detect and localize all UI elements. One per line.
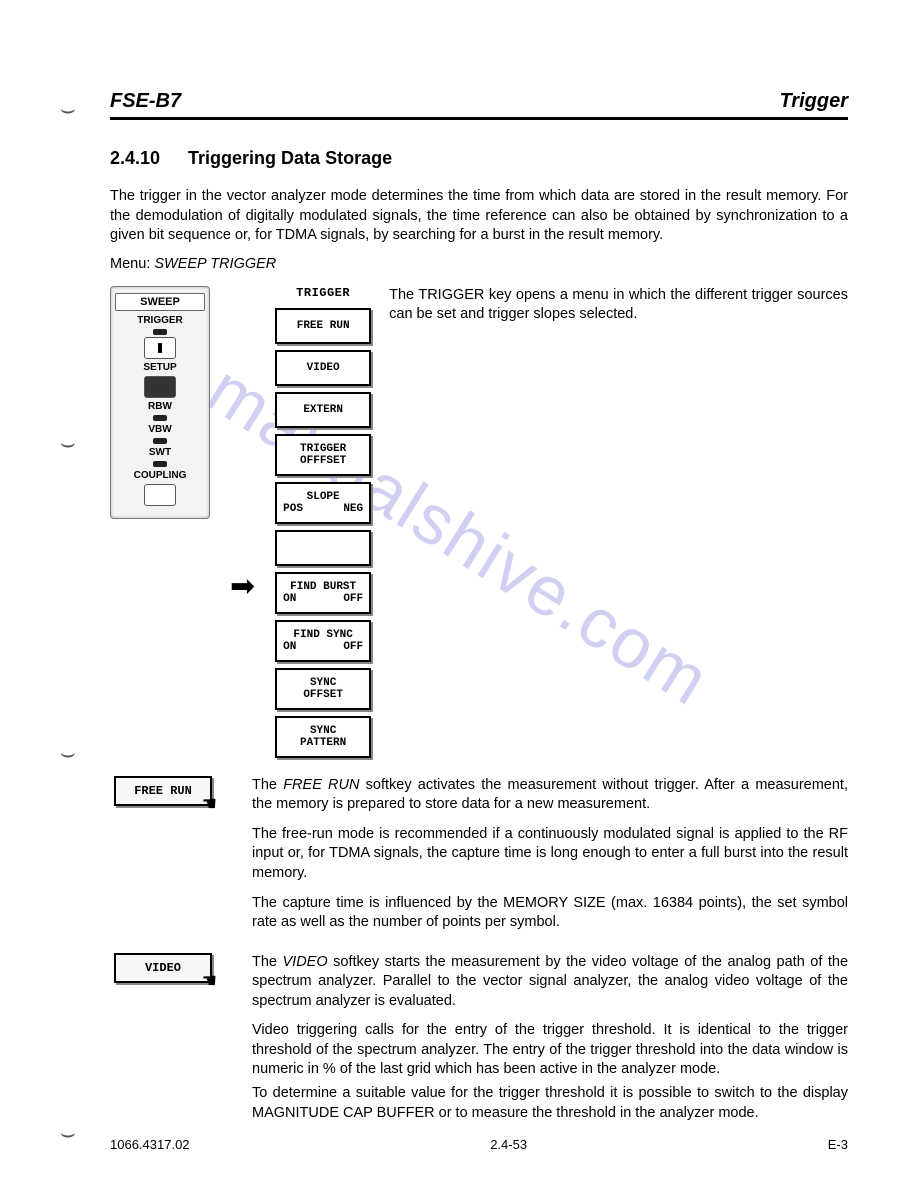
softkey-sync-pattern: SYNC PATTERN (275, 716, 371, 758)
footer-revision: E-3 (828, 1137, 848, 1152)
page-footer: 1066.4317.02 2.4-53 E-3 (110, 1137, 848, 1152)
free-run-button-illustration: FREE RUN ☚ (114, 776, 224, 806)
led-icon (153, 415, 167, 421)
softkey-menu: TRIGGER FREE RUN VIDEO EXTERN TRIGGER OF… (275, 286, 371, 758)
sweep-panel-title: SWEEP (115, 293, 205, 311)
softkey-sync-offset: SYNC OFFSET (275, 668, 371, 710)
section-number: 2.4.10 (110, 148, 160, 169)
pointer-hand-icon: ☚ (203, 969, 216, 995)
hardkey-button (144, 337, 176, 359)
free-run-description: The FREE RUN softkey activates the measu… (252, 776, 848, 943)
page-header: FSE-B7 Trigger (110, 90, 848, 120)
softkey-trigger-offset: TRIGGER OFFFSET (275, 434, 371, 476)
softkey-free-run: FREE RUN (275, 308, 371, 344)
hardkey-button (144, 484, 176, 506)
section-title: Triggering Data Storage (188, 148, 392, 169)
section-heading: 2.4.10 Triggering Data Storage (110, 148, 848, 169)
softkey-find-burst: FIND BURST ONOFF (275, 572, 371, 614)
sweep-label-coupling: COUPLING (115, 470, 205, 481)
led-icon (153, 438, 167, 444)
sweep-label-setup: SETUP (115, 362, 205, 373)
sweep-label-trigger: TRIGGER (115, 315, 205, 326)
trigger-key-description: The TRIGGER key opens a menu in which th… (389, 286, 848, 325)
arrow-right-icon: ➡ (230, 569, 255, 604)
video-button-illustration: VIDEO ☚ (114, 953, 224, 983)
footer-docnum: 1066.4317.02 (110, 1137, 190, 1152)
sweep-label-rbw: RBW (115, 401, 205, 412)
softkey-blank (275, 530, 371, 566)
softkey-extern: EXTERN (275, 392, 371, 428)
softkey-slope: SLOPE POSNEG (275, 482, 371, 524)
menu-label: Menu: (110, 256, 150, 272)
footer-page: 2.4-53 (490, 1137, 527, 1152)
hardkey-button (144, 376, 176, 398)
led-icon (153, 329, 167, 335)
menu-line: Menu: SWEEP TRIGGER (110, 256, 848, 272)
softkey-video: VIDEO (275, 350, 371, 386)
sweep-label-vbw: VBW (115, 424, 205, 435)
header-topic: Trigger (779, 90, 848, 113)
intro-paragraph: The trigger in the vector analyzer mode … (110, 187, 848, 246)
menu-name: SWEEP TRIGGER (154, 256, 276, 272)
header-model: FSE-B7 (110, 90, 181, 113)
sweep-label-swt: SWT (115, 447, 205, 458)
softkey-find-sync: FIND SYNC ONOFF (275, 620, 371, 662)
softkey-menu-title: TRIGGER (296, 286, 350, 300)
pointer-hand-icon: ☚ (203, 792, 216, 818)
led-icon (153, 461, 167, 467)
sweep-hardkey-panel: SWEEP TRIGGER SETUP RBW VBW SWT COUPLING (110, 286, 210, 519)
video-description: The VIDEO softkey starts the measurement… (252, 953, 848, 1134)
